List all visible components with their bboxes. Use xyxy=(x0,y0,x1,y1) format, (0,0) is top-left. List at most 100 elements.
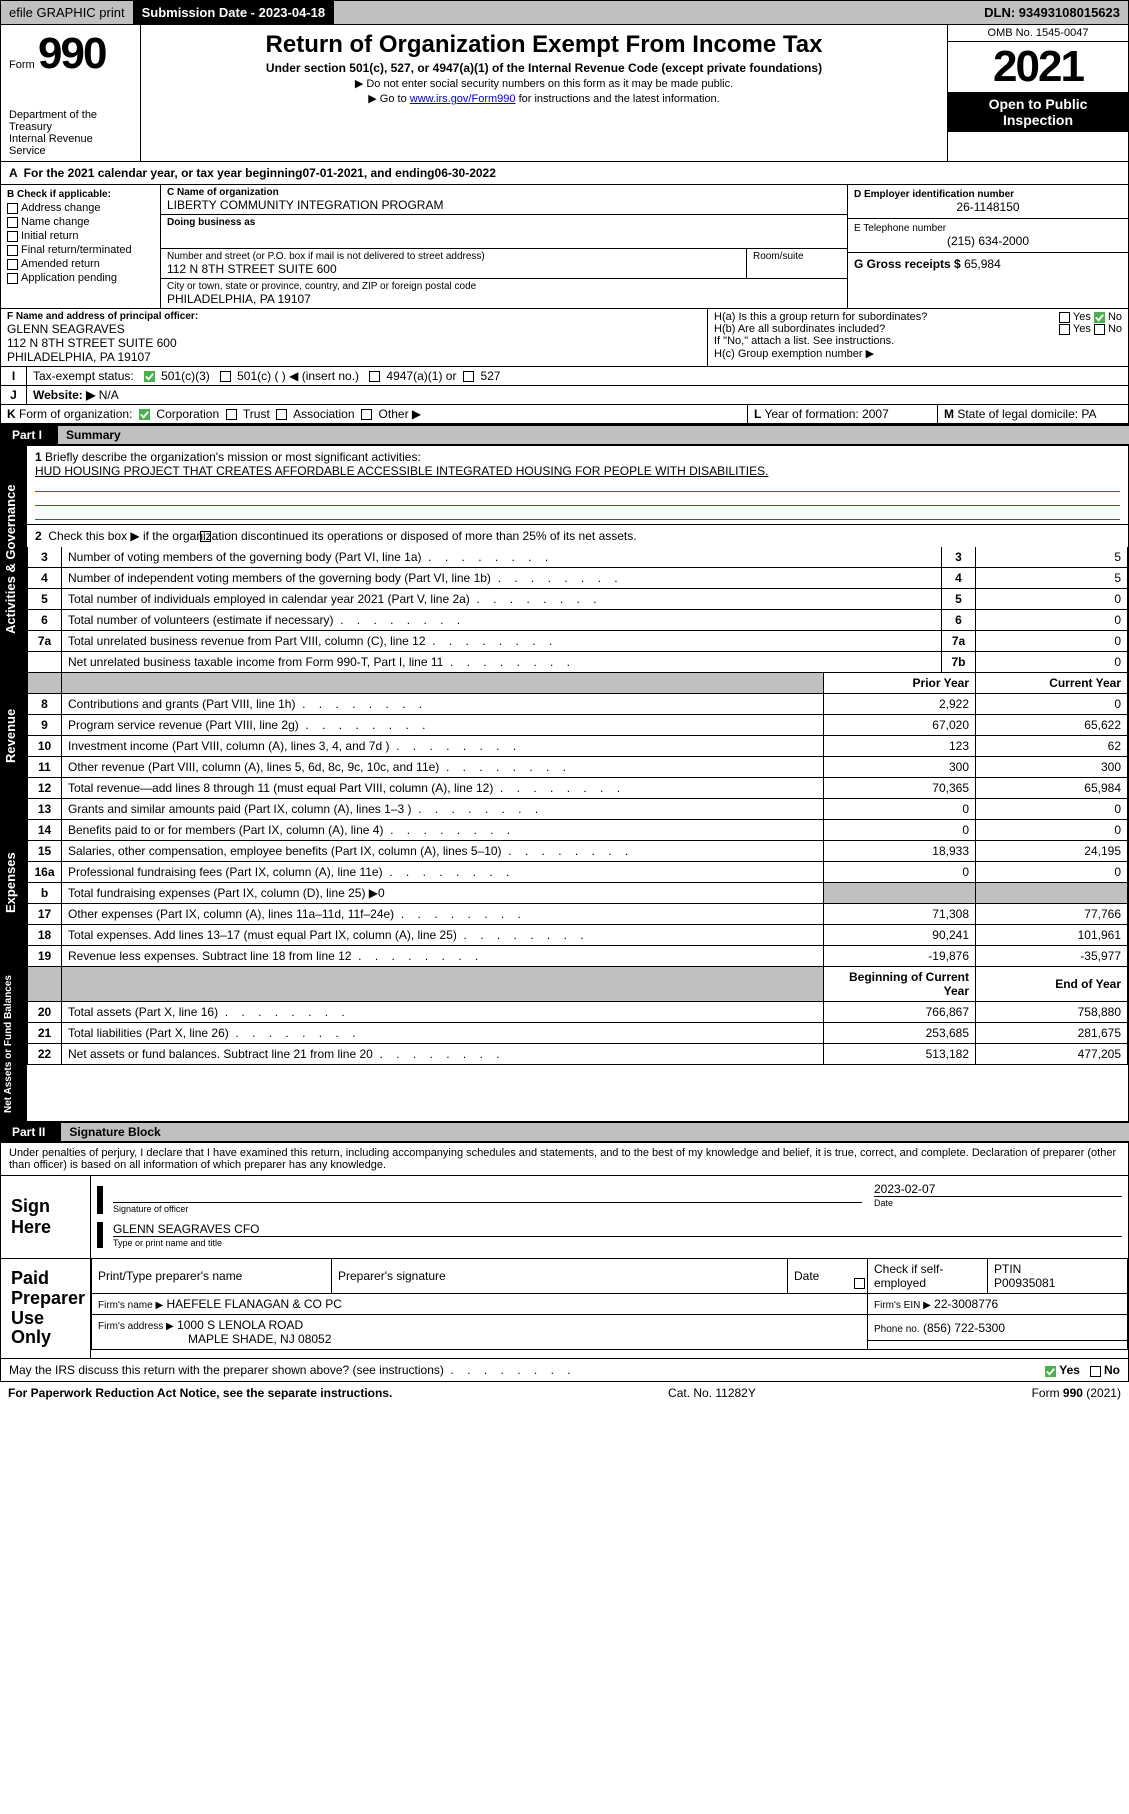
side-governance: Activities & Governance xyxy=(1,446,27,673)
checkbox-icon[interactable] xyxy=(1090,1366,1101,1377)
checkbox-icon[interactable] xyxy=(7,259,18,270)
activities-governance: Activities & Governance 1 Briefly descri… xyxy=(0,446,1129,673)
form-note1: ▶ Do not enter social security numbers o… xyxy=(149,77,939,90)
officer-addr1: 112 N 8TH STREET SUITE 600 xyxy=(7,336,701,350)
ein: 26-1148150 xyxy=(854,200,1122,214)
date-label: Date xyxy=(874,1196,1122,1208)
table-row: 9Program service revenue (Part VIII, lin… xyxy=(28,715,1128,736)
checkbox-icon[interactable] xyxy=(7,217,18,228)
checkbox-icon[interactable] xyxy=(276,409,287,420)
table-row: 7aTotal unrelated business revenue from … xyxy=(28,631,1128,652)
table-row: 20Total assets (Part X, line 16)766,8677… xyxy=(28,1002,1128,1023)
table-row: 12Total revenue—add lines 8 through 11 (… xyxy=(28,778,1128,799)
table-row: bTotal fundraising expenses (Part IX, co… xyxy=(28,883,1128,904)
checkbox-icon[interactable] xyxy=(1059,312,1070,323)
form-header: Form 990 Department of the Treasury Inte… xyxy=(0,25,1129,162)
checkbox-icon[interactable] xyxy=(226,409,237,420)
phone: (215) 634-2000 xyxy=(854,234,1122,248)
side-revenue: Revenue xyxy=(1,673,27,799)
table-row: 17Other expenses (Part IX, column (A), l… xyxy=(28,904,1128,925)
preparer-label: Paid Preparer Use Only xyxy=(1,1259,91,1358)
form-number-box: Form 990 Department of the Treasury Inte… xyxy=(1,25,141,161)
row-i: I Tax-exempt status: 501(c)(3) 501(c) ( … xyxy=(0,367,1129,386)
paperwork-notice: For Paperwork Reduction Act Notice, see … xyxy=(8,1386,392,1400)
checkbox-checked-icon[interactable] xyxy=(1045,1366,1056,1377)
side-net: Net Assets or Fund Balances xyxy=(1,967,27,1121)
revenue-table: Prior YearCurrent Year8Contributions and… xyxy=(27,673,1128,799)
firm-name: HAEFELE FLANAGAN & CO PC xyxy=(167,1297,342,1311)
checkbox-icon[interactable] xyxy=(7,273,18,284)
row-j: J Website: ▶ N/A xyxy=(0,386,1129,405)
top-bar: efile GRAPHIC print Submission Date - 20… xyxy=(0,0,1129,25)
city: PHILADELPHIA, PA 19107 xyxy=(167,292,841,306)
table-row: 19Revenue less expenses. Subtract line 1… xyxy=(28,946,1128,967)
expenses-section: Expenses 13Grants and similar amounts pa… xyxy=(0,799,1129,967)
sign-date: 2023-02-07 xyxy=(874,1182,1122,1196)
sign-here-block: Sign Here Signature of officer 2023-02-0… xyxy=(0,1176,1129,1259)
chk-address: Address change xyxy=(7,202,154,214)
table-row: 3Number of voting members of the governi… xyxy=(28,547,1128,568)
net-assets-table: Beginning of Current YearEnd of Year20To… xyxy=(27,967,1128,1065)
omb-number: OMB No. 1545-0047 xyxy=(948,25,1128,42)
gross-receipts: 65,984 xyxy=(964,257,1001,271)
name-title-label: Type or print name and title xyxy=(113,1236,1122,1248)
checkbox-checked-icon[interactable] xyxy=(139,409,150,420)
chk-amended: Amended return xyxy=(7,258,154,270)
part2-header: Part II Signature Block xyxy=(0,1121,1129,1143)
col-f: F Name and address of principal officer:… xyxy=(1,309,708,366)
checkbox-icon[interactable] xyxy=(7,203,18,214)
row-klm: K Form of organization: Corporation Trus… xyxy=(0,405,1129,424)
checkbox-icon[interactable] xyxy=(7,231,18,242)
efile-label[interactable]: efile GRAPHIC print xyxy=(1,1,134,24)
col-deg: D Employer identification number 26-1148… xyxy=(848,185,1128,308)
mission-text: HUD HOUSING PROJECT THAT CREATES AFFORDA… xyxy=(35,464,1120,478)
table-row: 13Grants and similar amounts paid (Part … xyxy=(28,799,1128,820)
chk-final: Final return/terminated xyxy=(7,244,154,256)
org-name: LIBERTY COMMUNITY INTEGRATION PROGRAM xyxy=(167,198,841,212)
section-fh: F Name and address of principal officer:… xyxy=(0,309,1129,367)
checkbox-icon[interactable] xyxy=(220,371,231,382)
checkbox-icon[interactable] xyxy=(1094,324,1105,335)
expenses-table: 13Grants and similar amounts paid (Part … xyxy=(27,799,1128,967)
checkbox-icon[interactable] xyxy=(854,1278,865,1289)
checkbox-checked-icon[interactable] xyxy=(1094,312,1105,323)
checkbox-icon[interactable] xyxy=(7,245,18,256)
tax-year: 2021 xyxy=(948,42,1128,92)
checkbox-icon[interactable] xyxy=(1059,324,1070,335)
form-990-number: 990 xyxy=(38,29,105,78)
part1-header: Part I Summary xyxy=(0,424,1129,446)
year-box: OMB No. 1545-0047 2021 Open to Public In… xyxy=(948,25,1128,161)
table-row: 18Total expenses. Add lines 13–17 (must … xyxy=(28,925,1128,946)
form-note2: ▶ Go to www.irs.gov/Form990 for instruct… xyxy=(149,92,939,105)
checkbox-icon[interactable] xyxy=(369,371,380,382)
checkbox-icon[interactable] xyxy=(361,409,372,420)
street: 112 N 8TH STREET SUITE 600 xyxy=(167,262,740,276)
officer-printed: GLENN SEAGRAVES CFO xyxy=(113,1222,1122,1236)
dln-label: DLN: 93493108015623 xyxy=(976,1,1128,24)
col-h: H(a) Is this a group return for subordin… xyxy=(708,309,1128,366)
table-row: 15Salaries, other compensation, employee… xyxy=(28,841,1128,862)
line-a: A For the 2021 calendar year, or tax yea… xyxy=(0,162,1129,185)
table-row: 4Number of independent voting members of… xyxy=(28,568,1128,589)
sign-here-label: Sign Here xyxy=(1,1176,91,1258)
side-expenses: Expenses xyxy=(1,799,27,967)
sig-officer-label: Signature of officer xyxy=(113,1202,862,1214)
submission-date-button[interactable]: Submission Date - 2023-04-18 xyxy=(134,1,335,24)
irs-link[interactable]: www.irs.gov/Form990 xyxy=(410,93,516,105)
table-row: 11Other revenue (Part VIII, column (A), … xyxy=(28,757,1128,778)
checkbox-icon[interactable] xyxy=(200,531,211,542)
website: N/A xyxy=(99,388,119,402)
dept-label: Department of the Treasury xyxy=(9,109,132,133)
checkbox-checked-icon[interactable] xyxy=(144,371,155,382)
table-row: 22Net assets or fund balances. Subtract … xyxy=(28,1044,1128,1065)
col-c: C Name of organization LIBERTY COMMUNITY… xyxy=(161,185,848,308)
table-row: 14Benefits paid to or for members (Part … xyxy=(28,820,1128,841)
firm-addr: 1000 S LENOLA ROAD xyxy=(177,1318,303,1332)
col-b: B Check if applicable: Address change Na… xyxy=(1,185,161,308)
checkbox-icon[interactable] xyxy=(463,371,474,382)
chk-initial: Initial return xyxy=(7,230,154,242)
section-bcd: B Check if applicable: Address change Na… xyxy=(0,185,1129,309)
table-row: 6Total number of volunteers (estimate if… xyxy=(28,610,1128,631)
firm-phone: (856) 722-5300 xyxy=(923,1321,1005,1335)
table-row: 21Total liabilities (Part X, line 26)253… xyxy=(28,1023,1128,1044)
